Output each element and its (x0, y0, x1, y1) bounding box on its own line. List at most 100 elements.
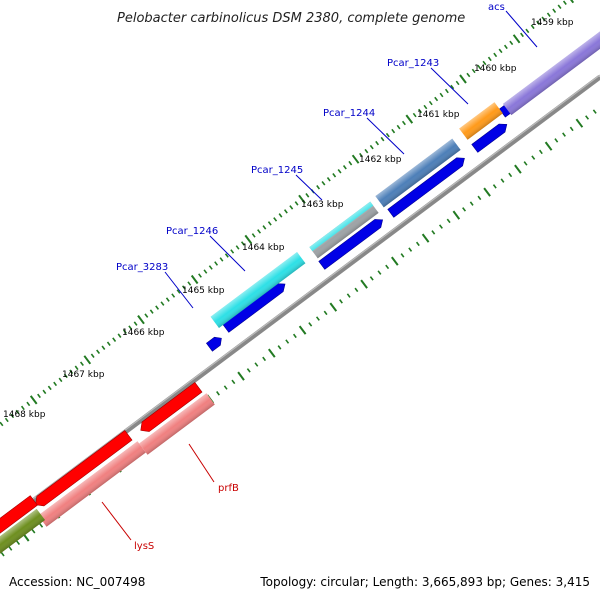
outer-tick (117, 333, 122, 338)
inner-tick (477, 195, 482, 201)
outer-tick (15, 409, 20, 415)
scale-label-1459: 1459 kbp (531, 18, 574, 28)
outer-tick (332, 173, 337, 178)
inner-tick (308, 322, 313, 327)
outer-tick (149, 309, 154, 314)
outer-tick (283, 209, 288, 214)
inner-tick (431, 230, 436, 235)
cds-reverse-prfB[interactable] (137, 382, 203, 435)
outer-tick (530, 24, 535, 30)
outer-tick (160, 301, 165, 306)
cds-acs[interactable] (502, 24, 600, 116)
inner-tick (254, 362, 259, 367)
outer-tick (405, 114, 414, 124)
outer-tick (351, 154, 360, 164)
cds-lysS[interactable] (38, 441, 146, 527)
scale-label-1466: 1466 kbp (122, 328, 165, 338)
cds-prfB[interactable] (139, 393, 215, 455)
outer-tick (90, 353, 95, 358)
outer-tick (214, 261, 219, 266)
cds-reverse-lysS[interactable] (32, 430, 133, 509)
scale-label-1468: 1468 kbp (3, 410, 46, 420)
outer-tick (122, 329, 127, 334)
cds-reverse-edge[interactable] (0, 495, 38, 546)
outer-tick (444, 88, 449, 94)
accession-text: Accession: NC_007498 (9, 575, 146, 589)
outer-tick (428, 100, 433, 106)
outer-tick (63, 373, 68, 379)
outer-tick (459, 74, 467, 84)
inner-tick (16, 540, 21, 545)
gene-label-pcar-1244[interactable]: Pcar_1244 (323, 108, 375, 119)
inner-tick (390, 256, 399, 266)
outer-tick (244, 234, 253, 244)
gene-labels: acs Pcar_1243 Pcar_1244 Pcar_1245 Pcar_1… (116, 2, 505, 552)
outer-tick (230, 249, 235, 254)
outer-tick (305, 193, 310, 198)
inner-tick (339, 299, 343, 304)
outer-tick (240, 241, 245, 246)
outer-tick (69, 369, 74, 375)
forward-cog-track (210, 24, 600, 328)
cds-forward-pcar-3283[interactable] (205, 334, 224, 352)
inner-tick (523, 161, 528, 166)
inner-tick (262, 356, 267, 362)
inner-tick (492, 184, 497, 189)
inner-tick (438, 224, 443, 229)
outer-tick (326, 177, 331, 182)
gene-label-pcar-3283[interactable]: Pcar_3283 (116, 262, 168, 273)
leader-pcar-1246 (209, 235, 246, 272)
outer-tick (198, 273, 202, 278)
cds-pcar-1245[interactable] (309, 201, 379, 259)
inner-tick (554, 138, 559, 143)
gene-label-lysS[interactable]: lysS (134, 541, 154, 552)
cds-forward-pcar-1243[interactable] (471, 120, 510, 153)
inner-tick (538, 149, 543, 155)
cds-forward-pcar-1244[interactable] (387, 154, 468, 218)
gene-label-pcar-1245[interactable]: Pcar_1245 (251, 165, 303, 176)
outer-tick (401, 120, 406, 126)
outer-tick (10, 413, 15, 419)
outer-tick (181, 285, 186, 290)
inner-tick (569, 126, 574, 132)
inner-tick (592, 109, 597, 114)
cds-pcar-1246[interactable] (210, 252, 306, 328)
gene-label-pcar-1243[interactable]: Pcar_1243 (387, 58, 439, 69)
inner-tick (292, 333, 297, 339)
inner-tick (0, 552, 5, 557)
cds-forward-pcar-1245[interactable] (318, 216, 386, 270)
inner-tick (575, 118, 584, 128)
inner-tick (237, 371, 245, 381)
outer-tick (58, 377, 63, 383)
inner-tick (544, 141, 553, 151)
outer-tick (155, 305, 160, 310)
reverse-cog-track (0, 393, 215, 564)
inner-tick (408, 247, 413, 252)
inner-tick (369, 276, 374, 281)
leader-pcar-1245 (295, 174, 323, 201)
cds-pcar-1243[interactable] (459, 102, 503, 140)
inner-tick (452, 210, 461, 220)
label-leaders (101, 10, 538, 541)
outer-tick (273, 217, 278, 222)
outer-tick (391, 128, 396, 134)
outer-tick (520, 32, 524, 38)
outer-tick (423, 104, 428, 110)
outer-tick (79, 361, 84, 366)
outer-tick (101, 345, 106, 350)
outer-tick (342, 165, 347, 170)
inner-tick (267, 348, 276, 358)
gene-label-acs[interactable]: acs (488, 2, 505, 13)
outer-tick (536, 20, 541, 26)
cds-unlabeled-green[interactable] (0, 508, 46, 564)
leader-prfB (188, 443, 215, 483)
inner-tick (329, 302, 338, 312)
inner-tick (562, 132, 566, 137)
outer-tick (557, 4, 562, 9)
gene-label-prfB[interactable]: prfB (218, 483, 239, 494)
outer-tick (337, 169, 342, 174)
cds-pcar-1244[interactable] (375, 138, 461, 208)
outer-tick (137, 315, 145, 325)
scale-label-1465: 1465 kbp (182, 286, 225, 296)
gene-label-pcar-1246[interactable]: Pcar_1246 (166, 226, 218, 237)
